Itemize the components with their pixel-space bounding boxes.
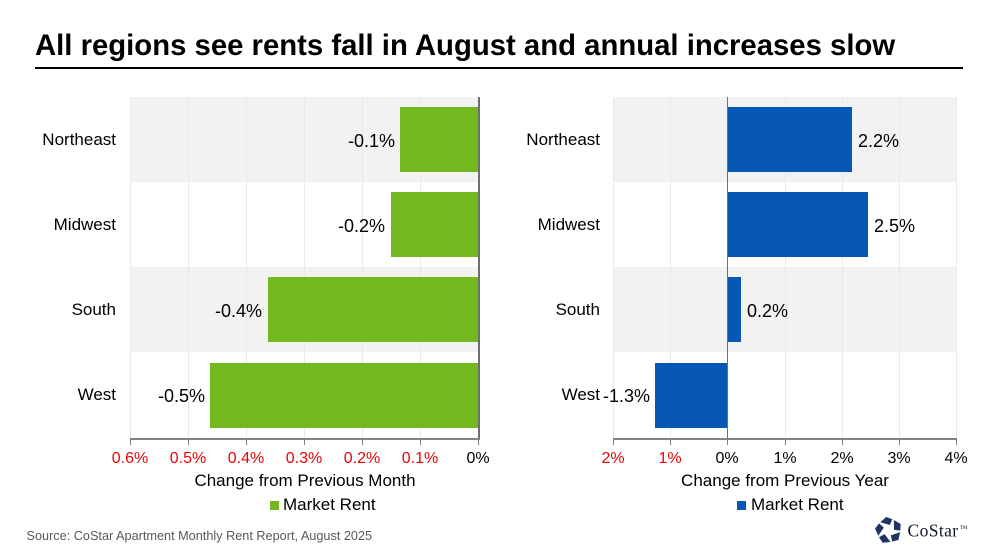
svg-text:CoStar: CoStar — [908, 521, 959, 541]
svg-text:TM: TM — [960, 526, 968, 531]
